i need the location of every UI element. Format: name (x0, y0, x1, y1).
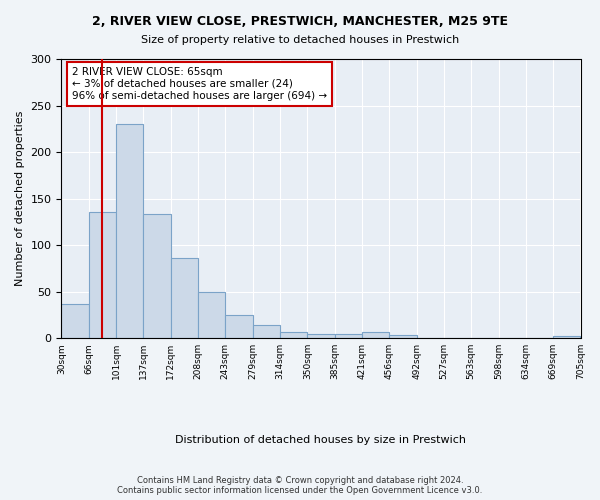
Text: 2 RIVER VIEW CLOSE: 65sqm
← 3% of detached houses are smaller (24)
96% of semi-d: 2 RIVER VIEW CLOSE: 65sqm ← 3% of detach… (72, 68, 327, 100)
Bar (226, 315, 253, 338)
Text: Contains HM Land Registry data © Crown copyright and database right 2024.
Contai: Contains HM Land Registry data © Crown c… (118, 476, 482, 495)
Y-axis label: Number of detached properties: Number of detached properties (15, 111, 25, 286)
Bar (143, 214, 170, 338)
Bar (253, 325, 280, 338)
Bar (362, 332, 389, 338)
Bar (61, 304, 89, 338)
Bar (170, 258, 198, 338)
Text: Size of property relative to detached houses in Prestwich: Size of property relative to detached ho… (141, 35, 459, 45)
Bar (335, 334, 362, 338)
Bar (389, 336, 416, 338)
Bar (280, 332, 307, 338)
Bar (553, 336, 580, 338)
Text: 2, RIVER VIEW CLOSE, PRESTWICH, MANCHESTER, M25 9TE: 2, RIVER VIEW CLOSE, PRESTWICH, MANCHEST… (92, 15, 508, 28)
Bar (307, 334, 335, 338)
Bar (116, 124, 143, 338)
Bar (198, 292, 226, 338)
X-axis label: Distribution of detached houses by size in Prestwich: Distribution of detached houses by size … (175, 435, 466, 445)
Bar (89, 212, 116, 338)
